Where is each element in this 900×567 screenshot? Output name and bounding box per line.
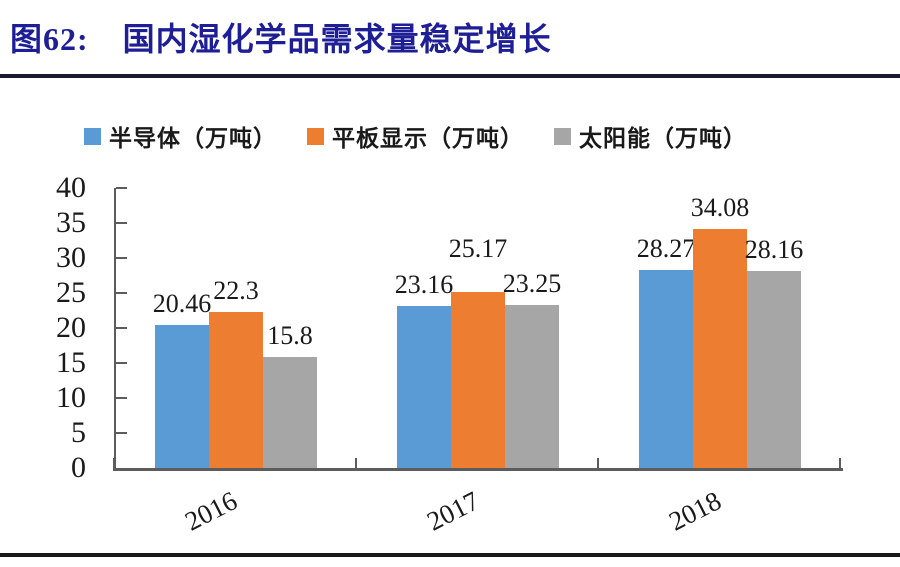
y-tick-label: 35 [56,206,86,239]
figure-header: 图62: 国内湿化学品需求量稳定增长 [10,14,890,70]
bar-value-label: 28.27 [636,234,696,264]
bar-value-label: 28.16 [744,234,804,264]
bar [155,324,209,468]
y-tick [116,222,127,224]
bar [747,270,801,468]
bar-value-label: 34.08 [690,193,750,223]
y-tick-label: 40 [56,171,86,204]
page-title: 国内湿化学品需求量稳定增长 [122,21,552,57]
legend-label: 平板显示（万吨） [332,126,524,151]
x-category-label: 2017 [422,485,484,537]
figure-number: 图62: [10,21,89,57]
y-tick-label: 30 [56,241,86,274]
bar-value-label: 25.17 [448,233,508,263]
y-tick [116,187,127,189]
legend-item-flat-panel: 平板显示（万吨） [307,119,524,153]
legend-label: 太阳能（万吨） [579,126,747,151]
bar-value-label: 23.16 [394,269,454,299]
legend-swatch [84,127,101,145]
y-tick-label: 5 [71,416,86,449]
bar [263,357,317,468]
bar-value-label: 20.46 [152,288,212,318]
legend-swatch [307,127,324,145]
y-tick [116,257,127,259]
x-axis-line [113,468,843,471]
y-tick [116,327,127,329]
bar [639,270,693,468]
chart-legend: 半导体（万吨） 平板显示（万吨） 太阳能（万吨） [84,116,777,156]
y-tick [116,397,127,399]
x-tick [355,458,357,468]
legend-item-solar: 太阳能（万吨） [554,119,747,153]
legend-label: 半导体（万吨） [109,126,277,151]
bar-value-label: 23.25 [502,269,562,299]
bar [451,291,505,468]
bar-value-label: 22.3 [213,275,259,305]
bar [209,311,263,468]
x-tick [839,458,841,468]
y-tick-label: 10 [56,381,86,414]
x-tick [597,458,599,468]
bar [505,305,559,468]
bar-value-label: 15.8 [267,321,313,351]
x-tick [113,458,115,468]
y-tick-label: 0 [71,451,86,484]
title-divider [0,74,900,78]
x-category-label: 2018 [664,485,726,537]
bar [693,229,747,468]
y-tick-label: 20 [56,311,86,344]
footer-divider [0,553,900,557]
bar [397,305,451,468]
y-tick [116,292,127,294]
y-tick [116,432,127,434]
y-tick [116,362,127,364]
legend-item-semiconductor: 半导体（万吨） [84,119,277,153]
x-category-label: 2016 [180,485,242,537]
y-tick-label: 15 [56,346,86,379]
y-axis-line [114,188,116,470]
y-tick-label: 25 [56,276,86,309]
legend-swatch [554,127,571,145]
